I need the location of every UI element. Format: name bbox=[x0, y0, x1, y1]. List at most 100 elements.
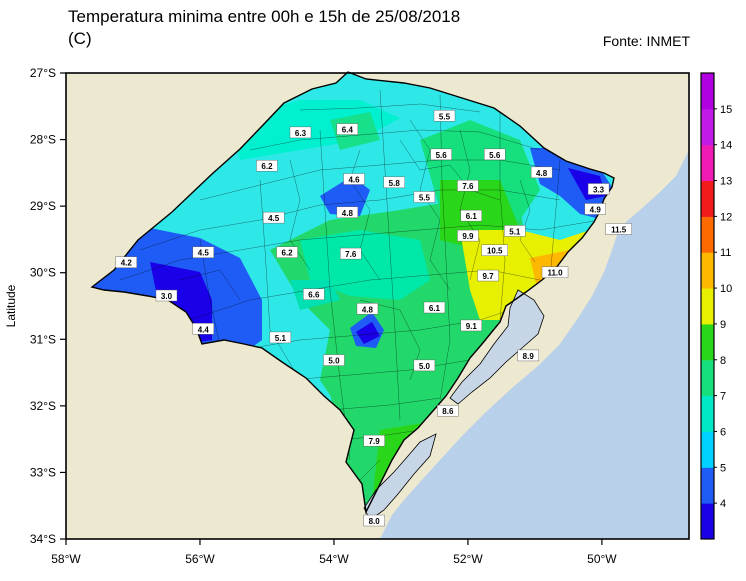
svg-text:9.9: 9.9 bbox=[462, 232, 474, 241]
station-values: 6.3 6.4 5.5 5.6 5.6 6.2 4.6 5.8 4.8 3.3 7.6 5.5 4.8 4… bbox=[115, 110, 632, 527]
lon-tick-label: 52°W bbox=[453, 552, 483, 566]
station-value: 3.0 bbox=[155, 289, 178, 302]
station-value: 11.0 bbox=[541, 266, 569, 278]
svg-text:6.4: 6.4 bbox=[342, 126, 354, 135]
map-axes: 27°S 28°S 29°S 30°S 31°S 32°S 33°S 34°S 58°W 56°W… bbox=[4, 66, 617, 566]
station-value: 11.5 bbox=[605, 223, 632, 235]
lon-tick-label: 50°W bbox=[587, 552, 617, 566]
colorbar-segment bbox=[701, 288, 714, 325]
map-title: Temperatura minima entre 00h e 15h de 25… bbox=[68, 7, 461, 48]
svg-text:6.2: 6.2 bbox=[282, 249, 294, 258]
station-value: 9.7 bbox=[477, 269, 499, 282]
station-value: 5.5 bbox=[433, 110, 456, 122]
data-source-label: Fonte: INMET bbox=[602, 33, 690, 49]
station-value: 6.2 bbox=[256, 159, 278, 172]
station-value: 5.1 bbox=[269, 331, 292, 344]
lat-tick-label: 27°S bbox=[30, 66, 56, 80]
svg-text:7.6: 7.6 bbox=[345, 250, 357, 259]
atlantic-ocean bbox=[380, 150, 689, 539]
svg-text:4.8: 4.8 bbox=[342, 209, 354, 218]
colorbar-tick-label: 10 bbox=[720, 283, 732, 295]
colorbar-tick-label: 14 bbox=[720, 140, 732, 152]
station-value: 6.1 bbox=[460, 209, 482, 222]
svg-text:3.0: 3.0 bbox=[161, 292, 173, 301]
station-value: 5.0 bbox=[323, 354, 345, 366]
svg-text:7.9: 7.9 bbox=[369, 437, 381, 446]
station-value: 4.4 bbox=[192, 323, 215, 335]
station-value: 5.5 bbox=[413, 191, 436, 203]
lon-tick-label: 56°W bbox=[185, 552, 215, 566]
colorbar-segment bbox=[701, 431, 714, 468]
lon-tick-label: 58°W bbox=[51, 552, 81, 566]
lat-tick-label: 31°S bbox=[30, 332, 56, 346]
svg-text:9.7: 9.7 bbox=[482, 272, 494, 281]
station-value: 5.6 bbox=[430, 148, 452, 161]
svg-text:4.8: 4.8 bbox=[362, 305, 374, 314]
svg-text:6.3: 6.3 bbox=[295, 129, 307, 138]
station-value: 4.8 bbox=[356, 303, 379, 315]
station-value: 4.6 bbox=[343, 173, 365, 185]
colorbar-segment bbox=[701, 216, 714, 253]
station-value: 6.6 bbox=[303, 288, 325, 300]
lat-tick-label: 28°S bbox=[30, 133, 56, 147]
lagoa-dos-patos bbox=[449, 289, 545, 405]
svg-text:4.8: 4.8 bbox=[536, 169, 548, 178]
colorbar-frame bbox=[700, 72, 715, 540]
station-value: 8.6 bbox=[437, 404, 459, 417]
svg-text:5.1: 5.1 bbox=[275, 334, 287, 343]
colorbar-tick-label: 6 bbox=[720, 426, 726, 438]
station-value: 5.8 bbox=[383, 176, 405, 189]
colorbar-segment bbox=[701, 323, 714, 361]
station-value: 9.9 bbox=[457, 229, 479, 242]
station-value: 6.3 bbox=[289, 126, 312, 139]
svg-text:10.5: 10.5 bbox=[487, 247, 503, 256]
colorbar-segment bbox=[701, 252, 714, 289]
station-value: 4.5 bbox=[262, 211, 285, 224]
lat-tick-label: 32°S bbox=[30, 399, 56, 413]
station-value: 8.0 bbox=[363, 514, 385, 527]
colorbar-tick-label: 12 bbox=[720, 211, 732, 223]
svg-text:5.6: 5.6 bbox=[489, 151, 501, 160]
colorbar-tick-label: 4 bbox=[720, 498, 726, 510]
colorbar-tick-label: 5 bbox=[720, 462, 726, 474]
colorbar-segment bbox=[701, 73, 714, 110]
colorbar-tick-label: 15 bbox=[720, 104, 732, 116]
svg-text:4.6: 4.6 bbox=[348, 176, 360, 185]
station-value: 4.9 bbox=[584, 203, 606, 215]
station-value: 3.3 bbox=[587, 183, 610, 195]
svg-text:5.8: 5.8 bbox=[389, 179, 401, 188]
svg-text:8.9: 8.9 bbox=[523, 352, 535, 361]
station-value: 4.5 bbox=[192, 246, 215, 258]
colorbar-tick-label: 9 bbox=[720, 319, 726, 331]
station-value: 5.0 bbox=[413, 359, 436, 372]
colorbar-segment bbox=[701, 108, 714, 146]
colorbar-segment bbox=[701, 503, 714, 540]
station-value: 4.8 bbox=[530, 166, 553, 179]
svg-text:11.0: 11.0 bbox=[547, 269, 563, 278]
station-value: 9.1 bbox=[460, 319, 482, 332]
svg-text:4.2: 4.2 bbox=[121, 259, 133, 268]
station-value: 8.9 bbox=[517, 349, 539, 362]
svg-text:6.1: 6.1 bbox=[466, 212, 478, 221]
station-value: 5.6 bbox=[484, 148, 506, 161]
colorbar-tick-label: 13 bbox=[720, 176, 732, 188]
station-value: 5.1 bbox=[504, 225, 526, 237]
station-value: 4.8 bbox=[336, 206, 359, 219]
colorbar-segment bbox=[701, 467, 714, 504]
svg-text:6.6: 6.6 bbox=[308, 291, 320, 300]
station-value: 6.2 bbox=[276, 246, 298, 258]
svg-text:6.2: 6.2 bbox=[261, 162, 273, 171]
lat-tick-label: 33°S bbox=[30, 465, 56, 479]
lon-tick-label: 54°W bbox=[319, 552, 349, 566]
svg-text:8.0: 8.0 bbox=[369, 517, 381, 526]
svg-text:11.5: 11.5 bbox=[611, 225, 627, 234]
colorbar: 4 5 6 7 8 9 10 11 12 13 14 15 bbox=[700, 72, 732, 540]
svg-text:5.5: 5.5 bbox=[439, 112, 451, 121]
colorbar-tick-label: 8 bbox=[720, 355, 726, 367]
colorbar-segment bbox=[701, 359, 714, 397]
colorbar-segment bbox=[701, 395, 714, 432]
svg-text:8.6: 8.6 bbox=[442, 407, 454, 416]
station-value: 10.5 bbox=[481, 244, 508, 256]
svg-text:4.9: 4.9 bbox=[590, 205, 602, 214]
